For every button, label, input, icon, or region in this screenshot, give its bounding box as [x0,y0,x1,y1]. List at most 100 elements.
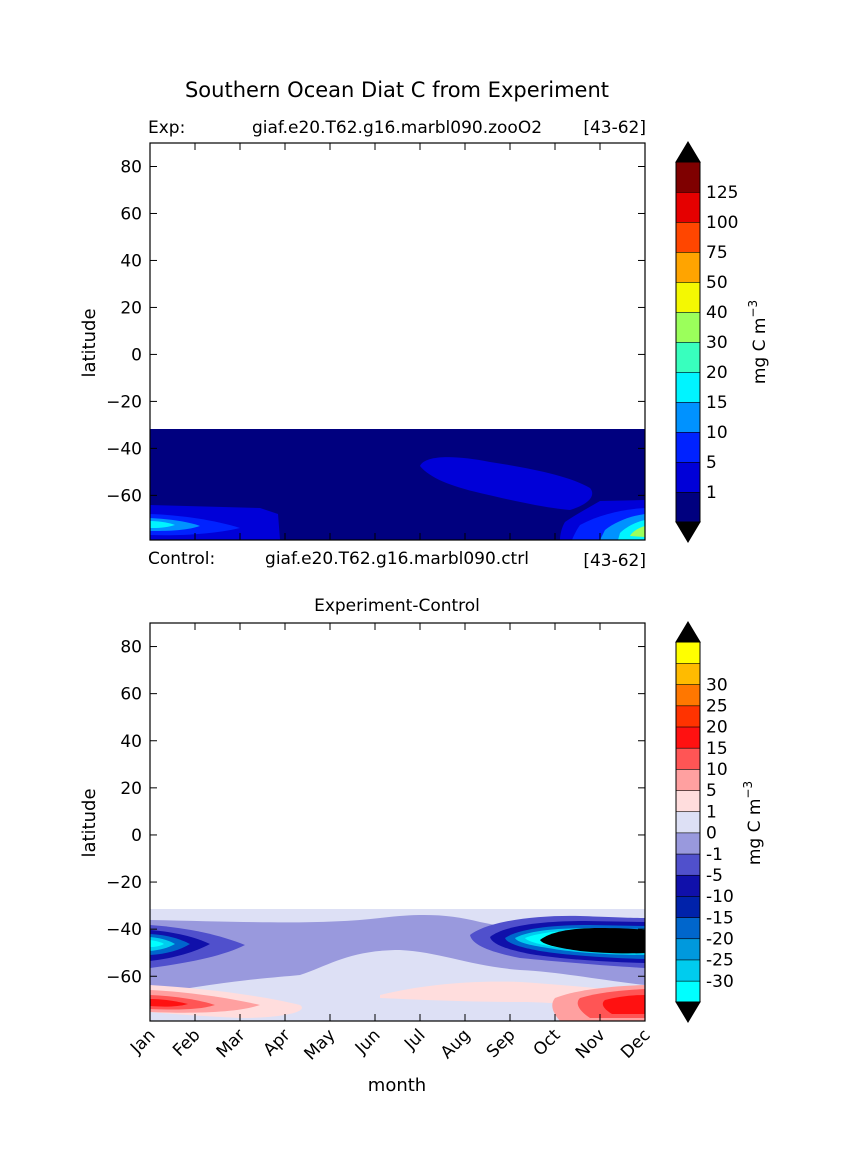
exp-label: Exp: [148,118,185,138]
bottom-colorbar-label: -1 [706,845,723,865]
top-colorbar-frame [675,161,701,523]
top-colorbar-label: 50 [706,273,728,293]
top-ytick-label: 40 [120,251,142,271]
top-colorbar-label: 15 [706,393,728,413]
bottom-units-exponent: −3 [741,781,755,799]
bottom-xtick-label: Jul [400,1025,429,1054]
bottom-colorbar-frame [675,641,701,1003]
control-label: Control: [148,549,215,569]
bottom-colorbar-label: -20 [706,929,734,949]
bottom-xtick-label: Feb [169,1025,204,1060]
bottom-xtick-label: Dec [617,1025,654,1062]
bottom-colorbar-label: 5 [706,781,717,801]
bottom-xtick-label: Nov [572,1025,610,1063]
top-ytick-label: −40 [106,439,142,459]
top-colorbar-segment [675,371,701,403]
bottom-colorbar-segment [675,959,701,982]
exp-years: [43-62] [583,118,646,138]
top-colorbar-segment [675,401,701,433]
bottom-ytick-label: 40 [120,732,142,752]
control-case-name: giaf.e20.T62.g16.marbl090.ctrl [265,549,529,569]
bottom-colorbar-segment [675,768,701,791]
bottom-xtick-label: Apr [260,1025,295,1060]
top-y-axis: 80 60 40 20 0 −20 −40 −60 [106,143,646,540]
bottom-field-pos-jan-4 [150,999,188,1007]
bottom-field-neg-jan-5 [150,940,164,947]
bottom-colorbar-segment [675,684,701,707]
top-y-axis-label: latitude [79,308,100,377]
control-years: [43-62] [583,551,646,571]
bottom-colorbar-segment [675,662,701,685]
bottom-colorbar-label: 20 [706,718,728,738]
bottom-xtick-label: Oct [530,1025,565,1060]
top-ytick-label: 80 [120,157,142,177]
bottom-xtick-label: Jan [126,1025,159,1058]
top-colorbar-segment [675,191,701,223]
bottom-colorbar-label: -30 [706,972,734,992]
bottom-colorbar-label: 0 [706,824,717,844]
top-colorbar-segment [675,281,701,313]
bottom-colorbar-label: -25 [706,951,734,971]
bottom-ytick-label: 0 [131,826,142,846]
top-colorbar-segment [675,341,701,373]
bottom-contour-field [150,909,645,1021]
bottom-colorbar-segment [675,980,701,1003]
bottom-colorbar-segment [675,705,701,728]
top-colorbar-label: 100 [706,213,738,233]
bottom-colorbar-units: mg C m−3 [741,781,765,865]
bottom-ytick-label: 20 [120,779,142,799]
bottom-ytick-label: −40 [106,920,142,940]
bottom-units-base: mg C m [745,799,765,866]
top-ytick-label: 60 [120,204,142,224]
top-colorbar-segment [675,161,701,193]
top-colorbar-extend-low [675,521,701,543]
bottom-xtick-label: May [301,1025,340,1064]
bottom-colorbar-segment [675,726,701,749]
top-contour-field [150,429,645,540]
bottom-colorbar-label: -5 [706,866,723,886]
top-field-blob-jan-peak [150,521,175,528]
bottom-xtick-label: Sep [483,1025,520,1062]
bottom-colorbar-segment [675,895,701,918]
bottom-xtick-label: Aug [437,1025,475,1063]
bottom-colorbar-segment [675,916,701,940]
bottom-colorbar-segment [675,811,701,834]
top-plot-frame [149,142,646,541]
bottom-colorbar-label: -15 [706,908,734,928]
bottom-colorbar-segment [675,874,701,897]
bottom-y-axis: 80 60 40 20 0 −20 −40 −60 [106,638,645,987]
bottom-colorbar-label: -10 [706,887,734,907]
bottom-field-neg-oct-extreme [540,928,645,954]
top-colorbar-extend-high [675,141,701,163]
bottom-xtick-label: Mar [213,1025,250,1062]
top-colorbar-label: 20 [706,363,728,383]
bottom-colorbar-extend-high [675,621,701,643]
bottom-colorbar-label: 15 [706,739,728,759]
bottom-field-pos-dec-3 [602,995,645,1014]
bottom-colorbar-label: 10 [706,760,728,780]
top-field-blob-dec-hot [630,526,645,537]
bottom-ytick-label: −20 [106,873,142,893]
bottom-y-axis-label: latitude [79,788,100,857]
top-colorbar-label: 75 [706,243,728,263]
top-colorbar-segment [675,461,701,493]
bottom-colorbar-segment [675,789,701,813]
bottom-colorbar-label: 1 [706,802,717,822]
bottom-x-axis-label: month [368,1075,426,1096]
top-colorbar-label: 125 [706,183,738,203]
top-colorbar-label: 5 [706,453,717,473]
bottom-colorbar-segment [675,641,701,664]
top-field-blob-austral-spring [420,457,593,510]
top-colorbar-segment [675,311,701,343]
top-colorbar-label: 1 [706,483,717,503]
top-field-blob-jan-core [150,518,200,531]
bottom-panel-title: Experiment-Control [314,596,480,616]
bottom-ytick-label: 60 [120,685,142,705]
top-colorbar-segment [675,491,701,523]
top-colorbar-segment [675,251,701,283]
bottom-plot-frame [149,622,646,1022]
top-units-exponent: −3 [746,300,760,318]
